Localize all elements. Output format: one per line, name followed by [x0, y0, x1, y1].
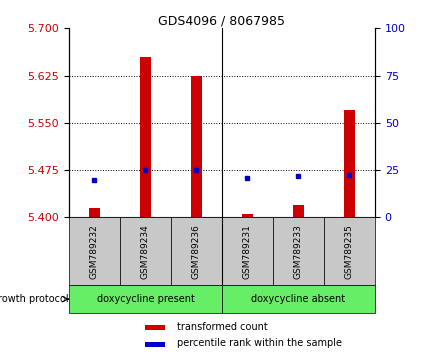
Bar: [241, 214, 252, 217]
Bar: [343, 110, 354, 217]
Bar: [145, 342, 164, 347]
Text: GSM789231: GSM789231: [243, 224, 252, 279]
Bar: [323, 217, 374, 285]
Text: GSM789232: GSM789232: [90, 224, 99, 279]
Bar: [171, 217, 221, 285]
Bar: [221, 285, 374, 313]
Text: growth protocol: growth protocol: [0, 294, 69, 304]
Title: GDS4096 / 8067985: GDS4096 / 8067985: [158, 14, 285, 27]
Bar: [69, 285, 221, 313]
Text: GSM789234: GSM789234: [141, 224, 150, 279]
Text: doxycycline absent: doxycycline absent: [251, 294, 345, 304]
Bar: [190, 76, 202, 217]
Bar: [292, 205, 304, 217]
Bar: [69, 217, 120, 285]
Text: GSM789235: GSM789235: [344, 224, 353, 279]
Bar: [139, 57, 151, 217]
Bar: [272, 217, 323, 285]
Text: GSM789233: GSM789233: [293, 224, 302, 279]
Bar: [221, 217, 272, 285]
Text: doxycycline present: doxycycline present: [96, 294, 194, 304]
Text: percentile rank within the sample: percentile rank within the sample: [177, 338, 341, 348]
Text: transformed count: transformed count: [177, 322, 267, 332]
Bar: [145, 325, 164, 330]
Bar: [120, 217, 171, 285]
Text: GSM789236: GSM789236: [191, 224, 200, 279]
Bar: [89, 208, 100, 217]
